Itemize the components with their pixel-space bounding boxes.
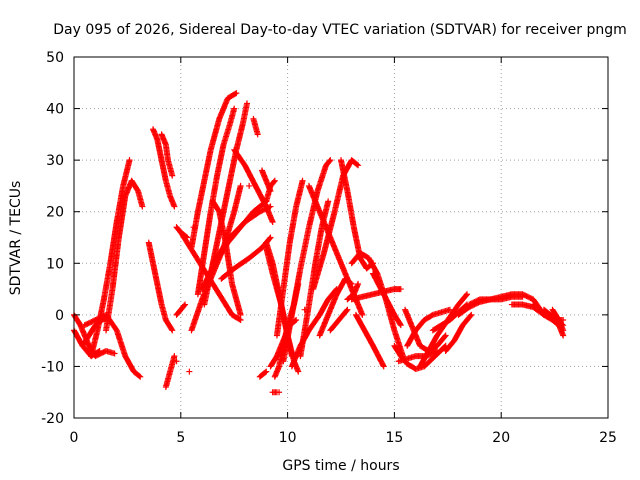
y-axis-label: SDTVAR / TECUs (8, 181, 24, 296)
axis-ticks: 0 5 10 15 20 25 -20 -10 0 10 20 30 40 50 (41, 50, 617, 446)
series-arc-40 (327, 306, 351, 334)
series-arc-26 (263, 177, 278, 205)
series-arc-41 (344, 280, 362, 303)
chart-title: Day 095 of 2026, Sidereal Day-to-day VTE… (53, 22, 627, 38)
series-arc-06 (103, 177, 146, 334)
y-tick-label: 30 (46, 153, 64, 169)
series-arc-49 (404, 306, 453, 349)
series-arc-05 (88, 157, 133, 360)
series-arc-45 (370, 270, 404, 329)
series-arc-32 (273, 177, 306, 339)
x-tick-label: 25 (599, 430, 617, 446)
y-tick-label: 40 (46, 102, 64, 118)
series-arc-13 (177, 229, 244, 324)
series-arc-37 (310, 157, 362, 293)
series-arc-51 (429, 301, 471, 334)
isolated-point (246, 182, 253, 189)
series-arc-08 (150, 126, 178, 210)
y-tick-label: 10 (46, 256, 64, 272)
series-arc-15 (188, 90, 240, 251)
y-tick-label: -20 (41, 411, 64, 427)
data-points (71, 90, 567, 396)
series-arc-09 (158, 131, 176, 179)
series-arc-07 (145, 239, 176, 334)
series-arc-04 (81, 311, 144, 380)
isolated-point (190, 224, 197, 231)
series-arc-34 (288, 286, 340, 370)
y-tick-label: 50 (46, 50, 64, 66)
series-arc-22 (231, 146, 276, 226)
x-tick-label: 0 (70, 430, 79, 446)
series-arc-11 (173, 301, 189, 318)
series-arc-44 (352, 311, 387, 370)
y-tick-label: -10 (41, 359, 64, 375)
series-arc-23 (250, 115, 261, 138)
series-arc-24 (256, 368, 270, 380)
isolated-point (340, 265, 347, 272)
x-tick-label: 20 (492, 430, 510, 446)
plot-area-border (73, 56, 609, 419)
grid-lines (74, 57, 608, 418)
series-arc-58 (549, 306, 567, 334)
isolated-point (301, 306, 308, 313)
isolated-point (276, 389, 283, 396)
isolated-point (173, 358, 180, 365)
x-tick-label: 15 (385, 430, 403, 446)
isolated-point (186, 368, 193, 375)
x-axis-label: GPS time / hours (282, 458, 399, 474)
x-tick-label: 5 (176, 430, 185, 446)
series-arc-38 (316, 275, 355, 339)
y-tick-label: 20 (46, 205, 64, 221)
series-arc-16 (194, 105, 238, 298)
series-arc-18 (209, 198, 244, 318)
series-arc-10 (162, 353, 178, 391)
x-tick-label: 10 (279, 430, 297, 446)
y-tick-label: 0 (55, 308, 64, 324)
series-arc-52 (442, 311, 475, 354)
series-arc-20 (209, 203, 274, 267)
